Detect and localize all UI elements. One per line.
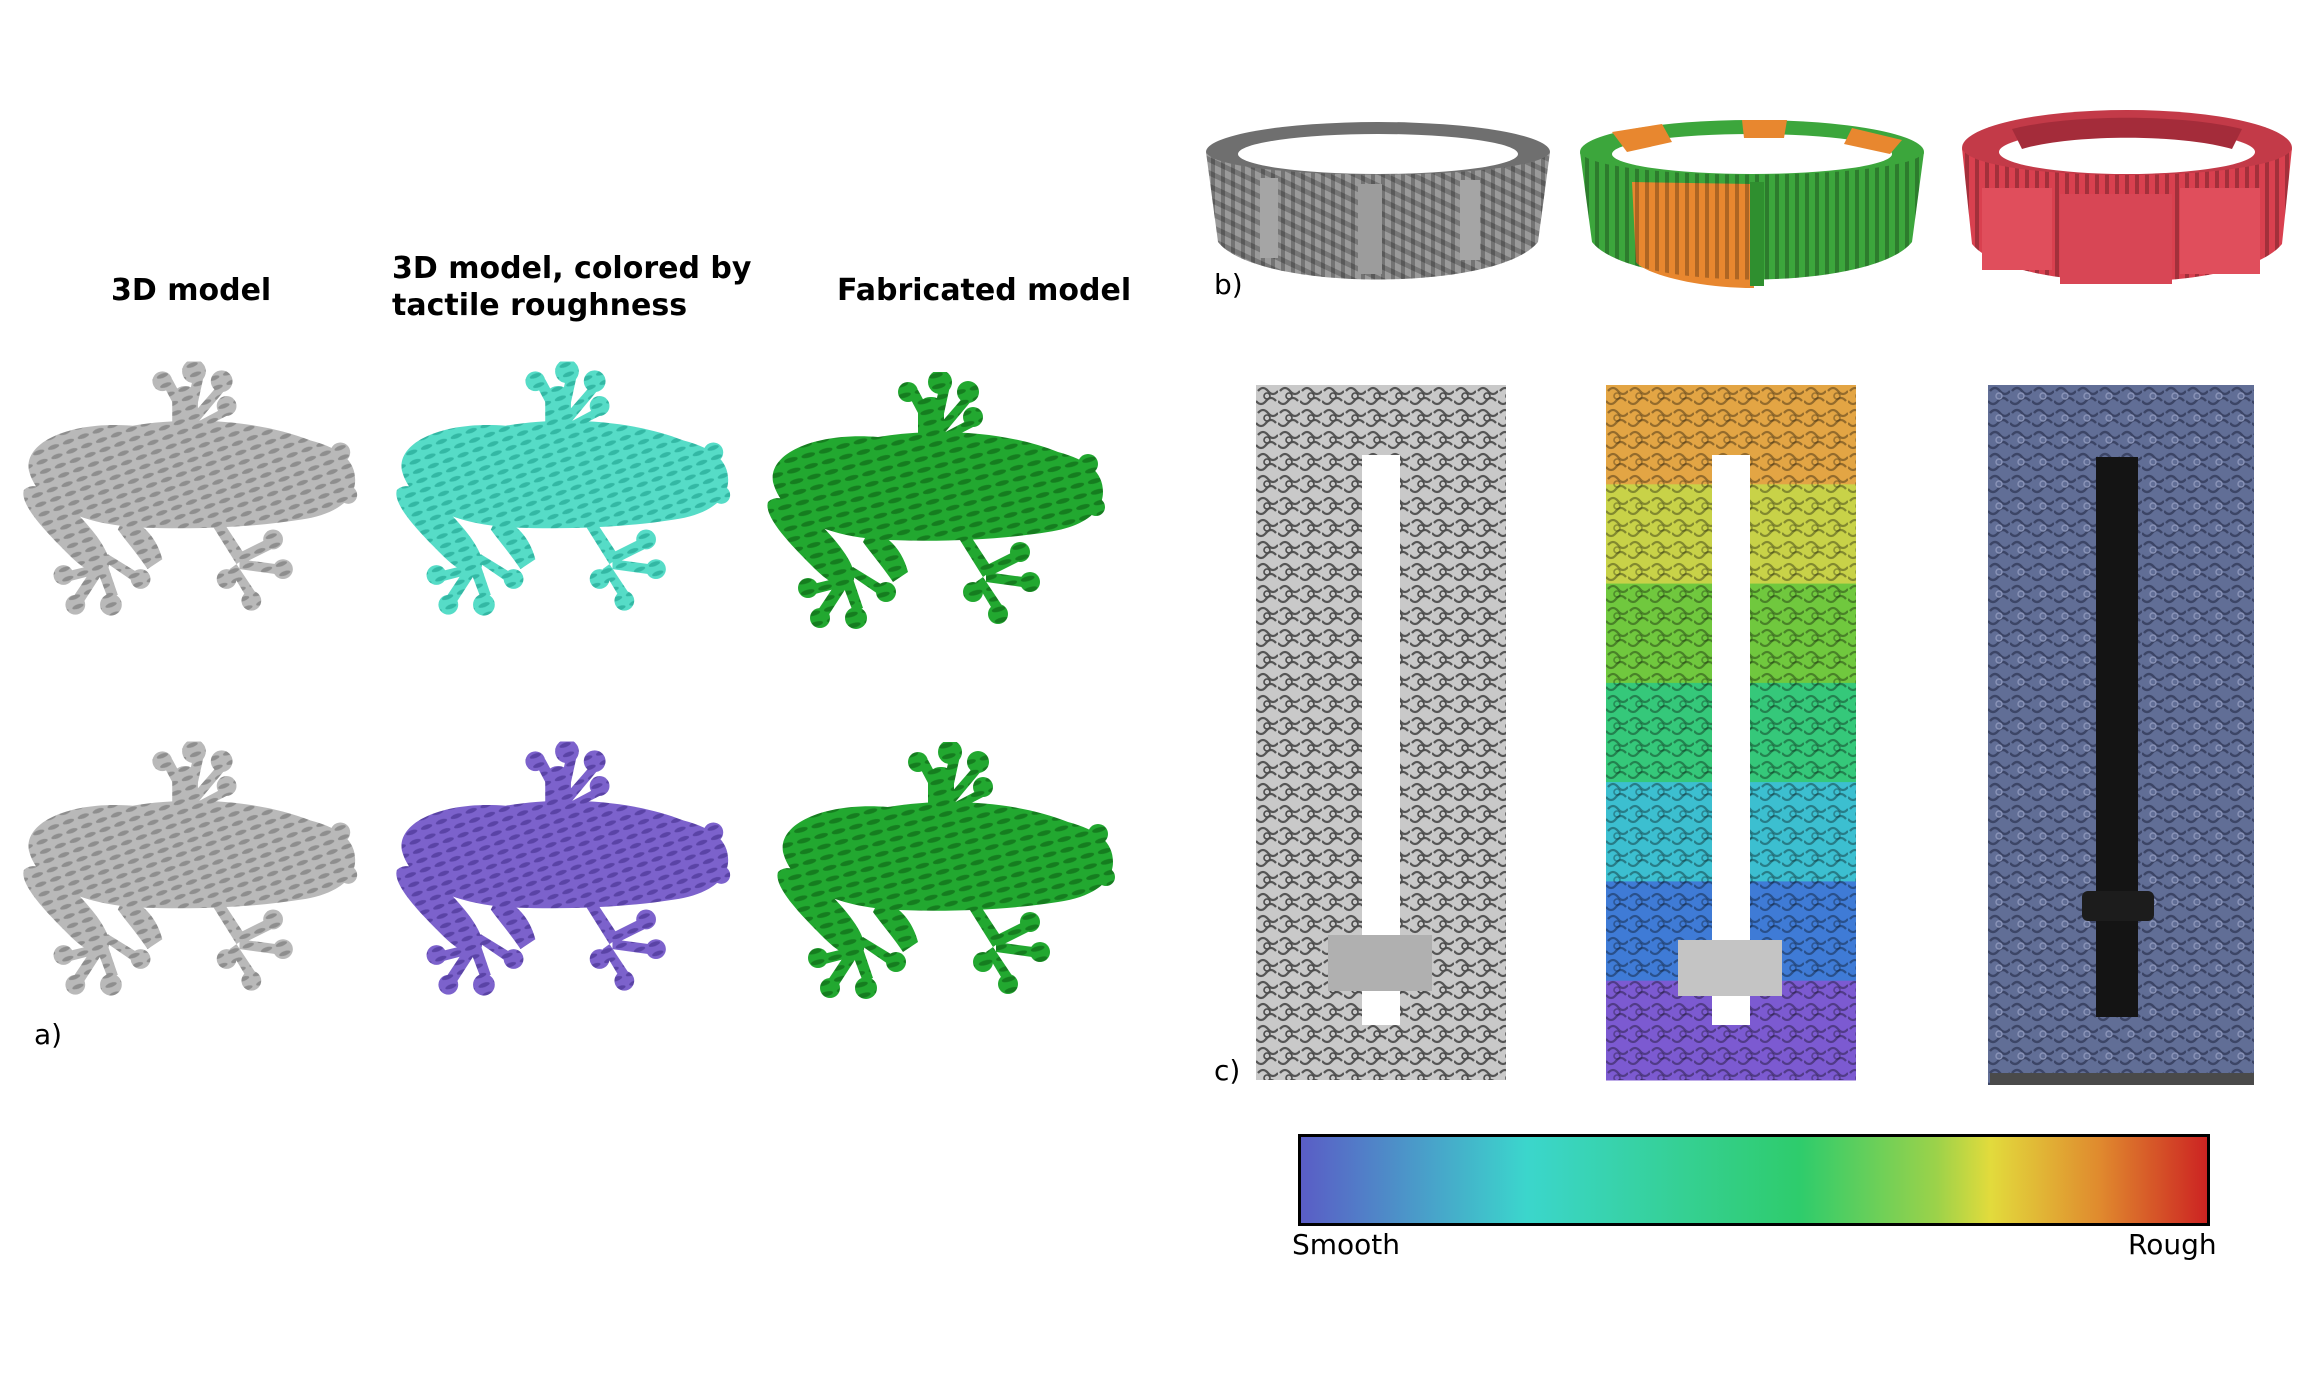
frog-colored-purple	[387, 740, 743, 1000]
panel-label-b: b)	[1214, 268, 1243, 301]
column-title-colored-model: 3D model, colored by tactile roughness	[392, 250, 751, 324]
panel-label-a: a)	[34, 1018, 63, 1051]
bracelet-colored-model	[1580, 120, 1924, 288]
colorbar-max-label: Rough	[2128, 1228, 2217, 1261]
column-title-colored-line2: tactile roughness	[392, 288, 688, 323]
slider-fabricated	[1988, 385, 2254, 1085]
bracelet-gray-model	[1206, 122, 1550, 280]
colorbar-min-label: Smooth	[1292, 1228, 1401, 1261]
frog-3d-model-bottom	[14, 740, 370, 1000]
frog-3d-model-top	[14, 360, 370, 620]
slider-3d-model	[1256, 385, 1506, 1080]
frog-colored-turquoise	[387, 360, 743, 620]
roughness-colorbar	[1298, 1134, 2210, 1226]
panel-label-c: c)	[1214, 1054, 1241, 1087]
column-title-3d-model: 3D model	[111, 272, 271, 309]
column-title-3d-model-text: 3D model	[111, 273, 272, 308]
column-title-fabricated-text: Fabricated model	[837, 273, 1132, 308]
slider-colored-model	[1606, 385, 1856, 1081]
column-title-colored-line1: 3D model, colored by	[392, 251, 752, 286]
frog-fabricated-top	[758, 372, 1118, 632]
bracelet-fabricated	[1962, 110, 2292, 284]
column-title-fabricated: Fabricated model	[837, 272, 1131, 309]
frog-fabricated-bottom	[768, 742, 1128, 1002]
